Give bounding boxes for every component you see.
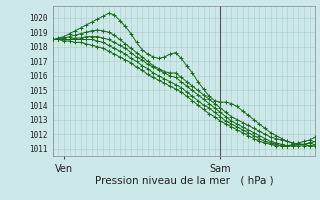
X-axis label: Pression niveau de la mer ( hPa ): Pression niveau de la mer ( hPa ) <box>95 175 273 185</box>
